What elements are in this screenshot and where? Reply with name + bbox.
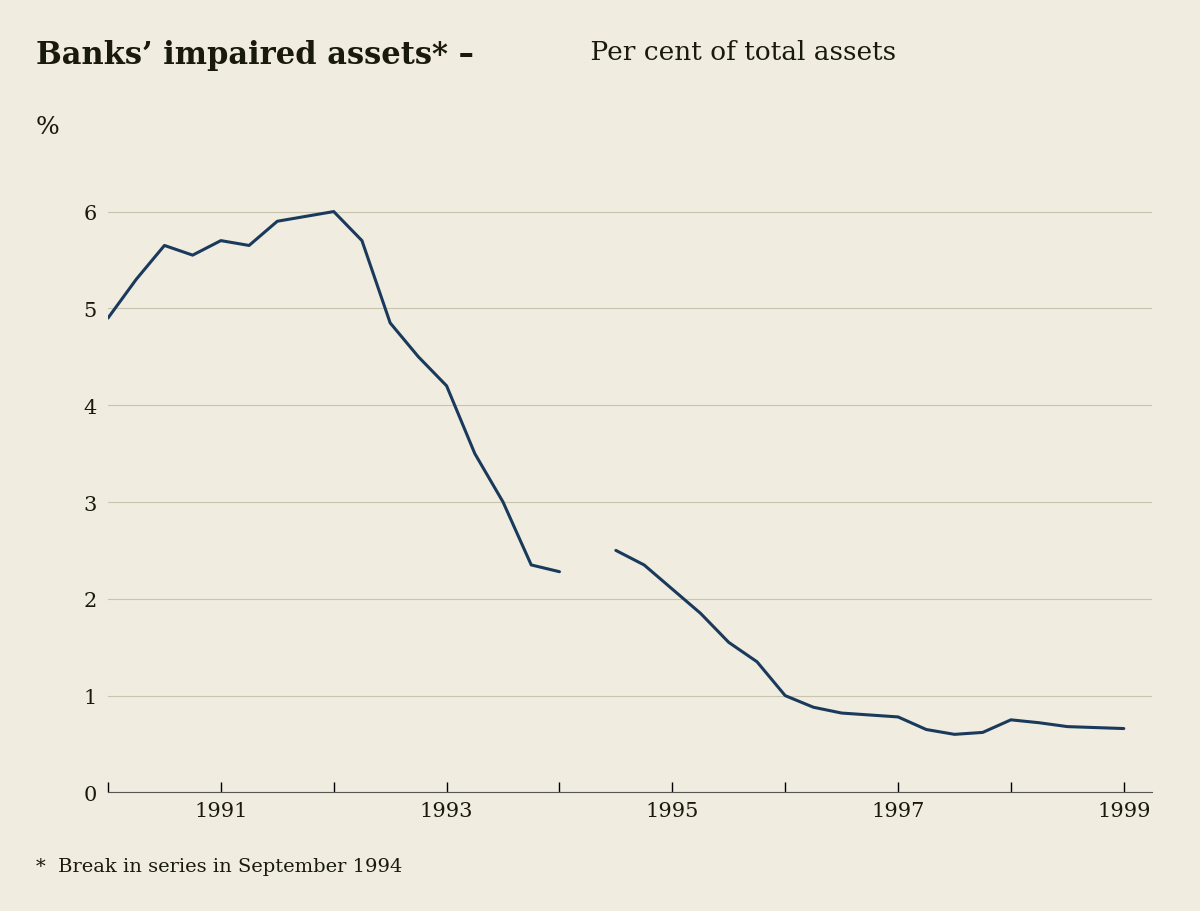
Text: Banks’ impaired assets* –: Banks’ impaired assets* – xyxy=(36,39,474,70)
Text: *  Break in series in September 1994: * Break in series in September 1994 xyxy=(36,856,402,875)
Text: %: % xyxy=(36,116,60,138)
Text: Per cent of total assets: Per cent of total assets xyxy=(582,39,896,65)
